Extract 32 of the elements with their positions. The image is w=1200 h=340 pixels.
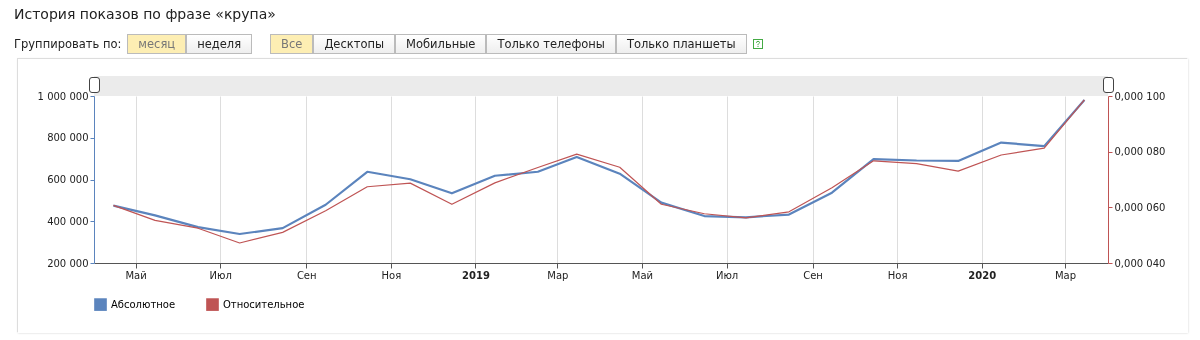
- text: Группировать по:: [14, 37, 122, 51]
- legend-label: Относительное: [223, 298, 305, 310]
- x-tick-label: Май: [631, 269, 654, 281]
- x-tick-label: Мар: [1054, 269, 1077, 281]
- text: Десктопы: [313, 34, 396, 54]
- y2-tick-label: 0,000 080: [1114, 146, 1166, 158]
- text: Мобильные: [395, 34, 487, 54]
- text: Все: [270, 34, 314, 54]
- x-tick-label: Ноя: [381, 269, 402, 281]
- x-tick-label: Ноя: [887, 269, 908, 281]
- x-tick-label: 2019: [462, 269, 490, 281]
- y2-tick-label: 0,000 060: [1114, 201, 1166, 213]
- legend-label: Абсолютное: [111, 298, 176, 310]
- y-tick-label: 1 000 000: [37, 90, 89, 102]
- x-tick-label: Июл: [209, 269, 232, 281]
- text: Только телефоны: [486, 34, 616, 54]
- text: неделя: [186, 34, 253, 54]
- x-tick-label: Мар: [547, 269, 569, 281]
- text: Только планшеты: [615, 34, 747, 54]
- x-tick-label: Сен: [296, 269, 317, 281]
- y-tick-label: 400 000: [47, 215, 89, 227]
- y2-tick-label: 0,000 100: [1114, 90, 1166, 102]
- y-tick-label: 800 000: [47, 132, 89, 144]
- y2-tick-label: 0,000 040: [1114, 257, 1166, 269]
- text: месяц: [127, 34, 187, 54]
- x-tick-label: Сен: [803, 269, 823, 281]
- x-tick-label: 2020: [968, 269, 997, 281]
- x-tick-label: Июл: [715, 269, 739, 281]
- y-tick-label: 600 000: [47, 174, 89, 185]
- y-tick-label: 200 000: [47, 257, 89, 269]
- chart-title: История показов по фразе «крупа»: [14, 6, 276, 22]
- x-tick-label: Май: [125, 269, 147, 281]
